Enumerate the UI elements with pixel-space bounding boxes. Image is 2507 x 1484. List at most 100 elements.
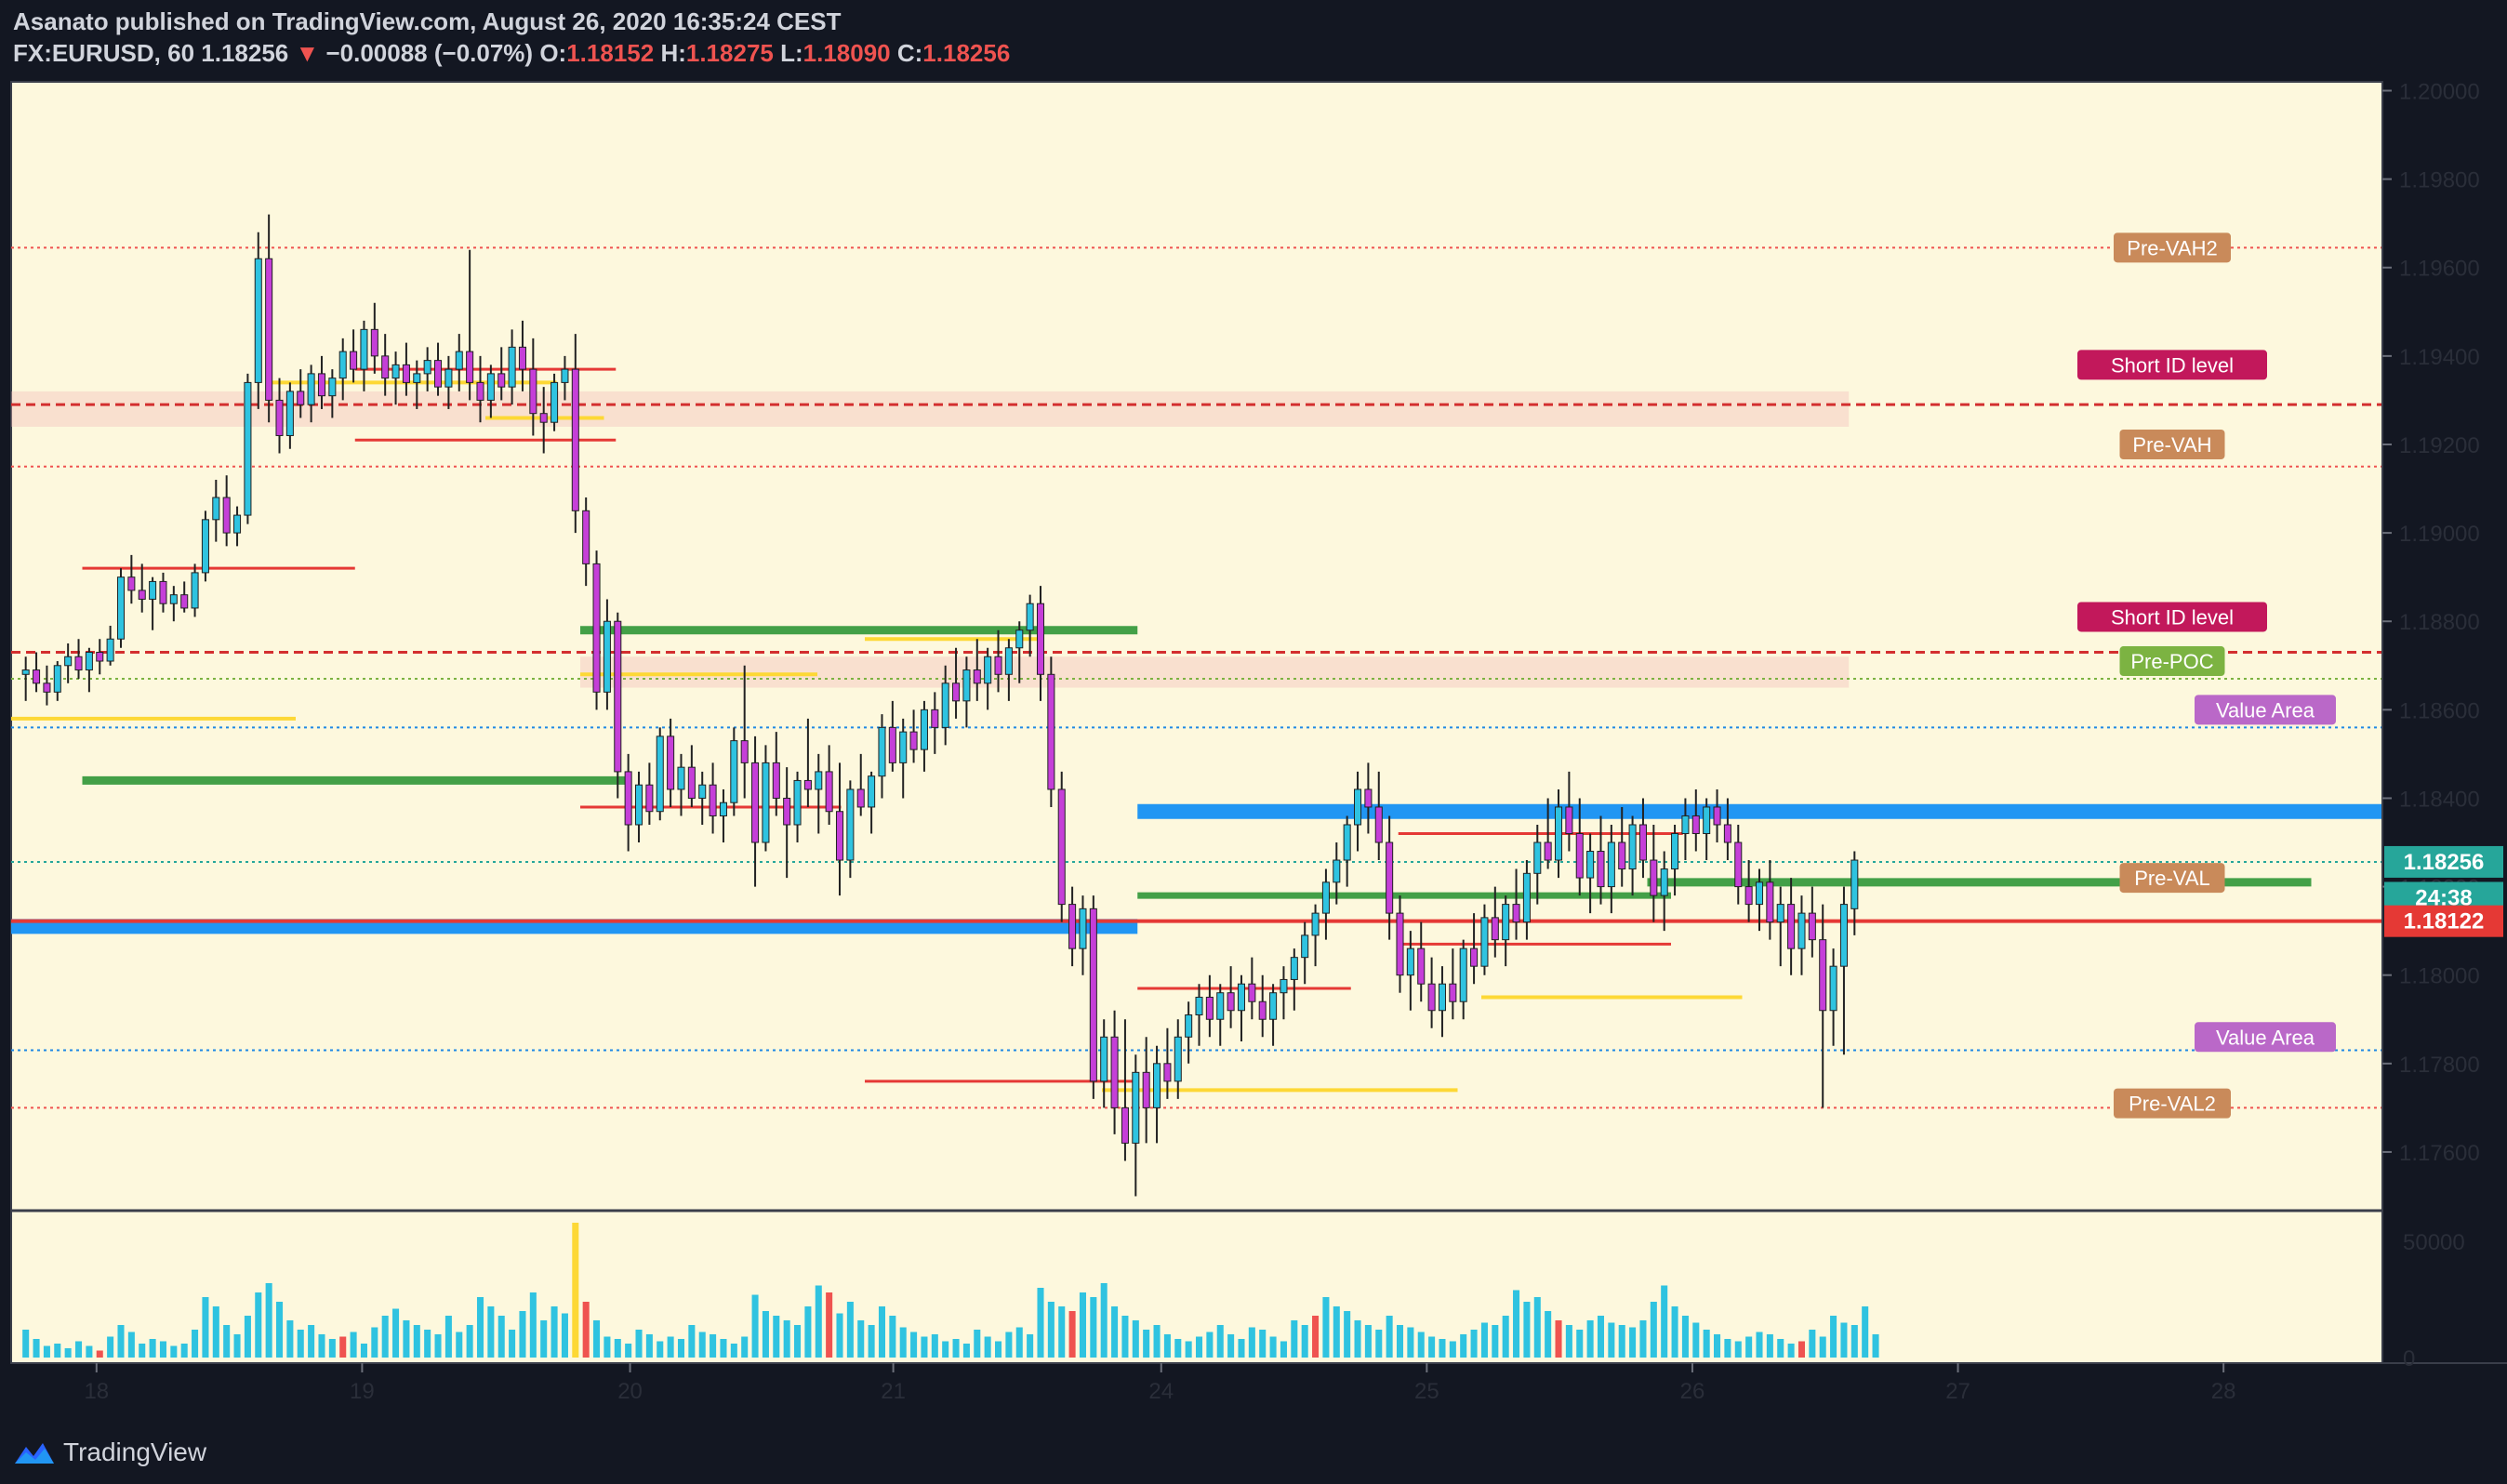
volume-bar <box>1354 1320 1361 1358</box>
volume-bar <box>1608 1322 1615 1358</box>
candle-body <box>899 731 908 763</box>
candle-body <box>1819 939 1827 1012</box>
volume-bar <box>1269 1336 1277 1358</box>
candle-body <box>1089 908 1097 1082</box>
candle-body <box>33 669 41 684</box>
symbol-label[interactable]: FX:EURUSD, 60 <box>13 39 195 67</box>
volume-bar <box>1787 1344 1795 1358</box>
price-tick-label: 1.20000 <box>2399 80 2480 105</box>
volume-bar <box>529 1292 537 1358</box>
volume-bar <box>550 1306 558 1358</box>
candle-body <box>1321 881 1330 914</box>
candle-body <box>1713 806 1721 826</box>
candle-body <box>952 682 961 702</box>
candle-body <box>138 590 146 600</box>
candle-body <box>486 373 495 401</box>
candle-body <box>1681 815 1690 835</box>
candle-body <box>1607 841 1615 888</box>
volume-bar <box>889 1316 896 1358</box>
candle-body <box>1301 934 1309 959</box>
time-axis[interactable]: 18 19 20 21 24 25 26 27 28 <box>84 1363 2236 1404</box>
level-label-text: Value Area <box>2216 1026 2315 1049</box>
plot-area <box>10 81 2383 1364</box>
price-axis[interactable]: 1.20000 1.19800 1.19600 1.19400 1.19200 1.190… <box>2382 80 2480 1371</box>
low-label: L: <box>780 39 803 67</box>
candle-body <box>1354 788 1362 826</box>
open-label: O: <box>539 39 567 67</box>
candle-body <box>1618 841 1626 870</box>
candle-body <box>803 779 812 790</box>
price-axis-label-text: 1.18256 <box>2404 850 2485 875</box>
close-label: C: <box>896 39 923 67</box>
candle-body <box>64 656 73 667</box>
volume-bar <box>1100 1283 1108 1358</box>
volume-bar <box>730 1344 737 1358</box>
volume-bar <box>1058 1306 1066 1358</box>
tradingview-logo-icon <box>15 1443 54 1464</box>
volume-bar <box>434 1334 442 1358</box>
candle-body <box>1216 992 1225 1020</box>
volume-bar <box>255 1292 262 1358</box>
highlight-zones <box>11 391 1850 688</box>
candle-body <box>1227 992 1235 1012</box>
volume-bar <box>487 1306 495 1358</box>
volume-bar <box>1872 1334 1879 1358</box>
candle-body <box>1396 912 1404 976</box>
volume-bar <box>1005 1332 1013 1358</box>
volume-bar <box>1090 1297 1097 1358</box>
volume-bar <box>1629 1327 1637 1358</box>
volume-bar <box>509 1330 516 1358</box>
volume-bar <box>1322 1297 1330 1358</box>
low-value: 1.18090 <box>803 39 891 67</box>
volume-bar <box>677 1339 685 1358</box>
volume-bar <box>1153 1325 1161 1358</box>
volume-bar <box>645 1334 653 1358</box>
volume-bar <box>667 1336 674 1358</box>
time-tick-label: 27 <box>1945 1379 1970 1404</box>
candle-body <box>244 381 252 516</box>
brand-name[interactable]: TradingView <box>63 1438 207 1466</box>
candle-body <box>1386 841 1394 914</box>
volume-bar <box>826 1292 833 1358</box>
level-label-text: Pre-VAL2 <box>2129 1093 2216 1116</box>
volume-bar <box>308 1325 315 1358</box>
footer: TradingView <box>0 1419 2507 1484</box>
volume-bar <box>202 1297 209 1358</box>
volume-bar <box>466 1325 473 1358</box>
candle-body <box>1417 947 1426 985</box>
volume-bar <box>582 1302 590 1358</box>
volume-bar <box>931 1334 938 1358</box>
candle-body <box>381 355 390 379</box>
candle-body <box>370 328 378 357</box>
volume-bar <box>593 1320 601 1358</box>
candle-body <box>1586 851 1595 879</box>
candle-body <box>1026 603 1034 631</box>
volume-bar <box>381 1316 389 1358</box>
candle-body <box>254 258 262 383</box>
candle-body <box>592 563 601 693</box>
volume-bar <box>710 1334 717 1358</box>
volume-bar <box>1502 1316 1509 1358</box>
volume-bar <box>1185 1341 1192 1358</box>
candle-body <box>1079 908 1087 949</box>
candle-body <box>783 797 791 826</box>
candle-body <box>21 669 30 675</box>
candle-body <box>994 656 1002 675</box>
volume-bar <box>1618 1325 1625 1358</box>
candle-body <box>1808 912 1816 941</box>
volume-bar <box>1460 1334 1467 1358</box>
candle-body <box>391 364 400 379</box>
level-label-box <box>2195 695 2336 725</box>
candle-body <box>698 784 707 799</box>
candle-body <box>719 802 727 816</box>
candle-body <box>772 762 780 799</box>
candle-body <box>962 669 971 702</box>
candle-body <box>762 762 770 843</box>
candle-body <box>1703 806 1711 835</box>
candle-body <box>1554 806 1563 861</box>
volume-bar <box>921 1336 928 1358</box>
volume-bar <box>899 1327 907 1358</box>
level-label-box <box>2119 863 2225 894</box>
price-chart[interactable]: 1.20000 1.19800 1.19600 1.19400 1.19200 1.190… <box>0 74 2507 1419</box>
volume-bar <box>149 1339 156 1358</box>
